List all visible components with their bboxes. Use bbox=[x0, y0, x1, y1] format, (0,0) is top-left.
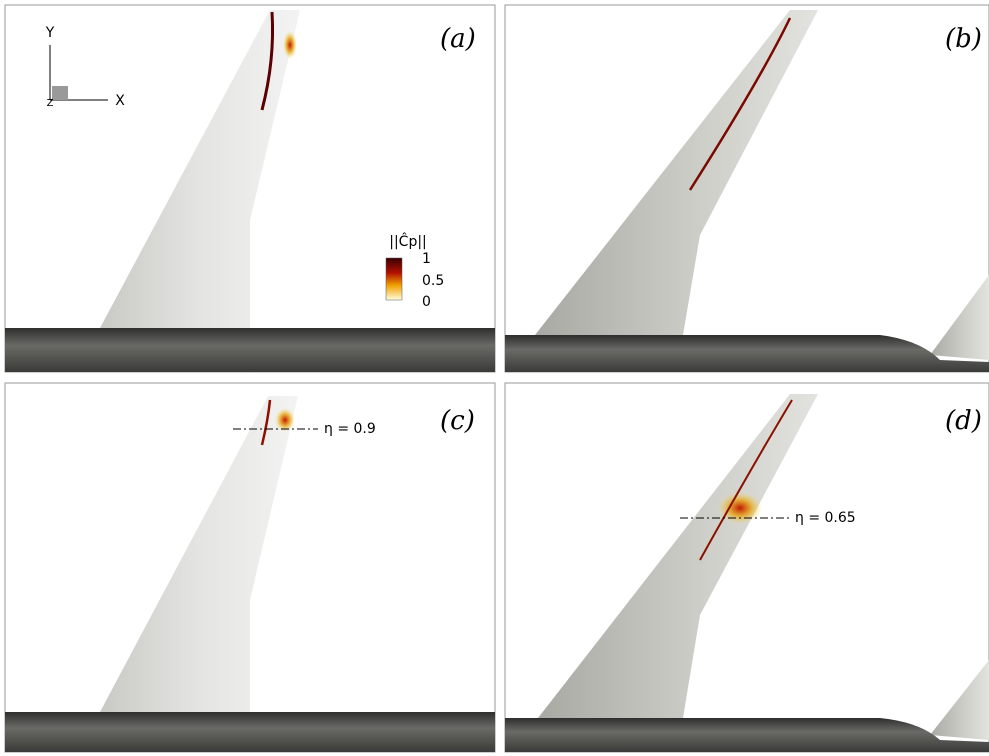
colorbar-tick: 0 bbox=[422, 294, 431, 310]
colorbar-tick: 0.5 bbox=[422, 273, 444, 289]
panel-d: η = 0.65 (d) bbox=[504, 382, 989, 753]
pressure-streak bbox=[260, 11, 275, 111]
wing bbox=[535, 10, 818, 335]
panel-label: (c) bbox=[440, 406, 475, 436]
colorbar bbox=[385, 257, 403, 301]
wing bbox=[100, 10, 300, 328]
panel-label: (a) bbox=[440, 24, 476, 54]
panel-c: η = 0.9 (c) bbox=[4, 382, 496, 753]
axis-box bbox=[52, 86, 68, 100]
panel-a: (a) Y X Z ||Ĉp|| 1 0.5 0 bbox=[4, 4, 496, 373]
wing bbox=[930, 275, 989, 360]
pressure-spot bbox=[718, 492, 762, 524]
fuselage bbox=[5, 328, 495, 372]
pressure-streak bbox=[699, 399, 793, 561]
annotation: η = 0.9 bbox=[324, 421, 376, 437]
pressure-streak bbox=[688, 17, 792, 191]
wing bbox=[100, 396, 298, 712]
fuselage bbox=[5, 712, 495, 752]
fuselage bbox=[505, 718, 989, 752]
panel-label: (d) bbox=[945, 406, 982, 436]
axis-label: X bbox=[115, 93, 125, 109]
colorbar-title: ||Ĉp|| bbox=[389, 232, 427, 250]
axis-label: Z bbox=[47, 98, 54, 109]
pressure-streak bbox=[260, 399, 272, 446]
panel-label: (b) bbox=[945, 24, 982, 54]
wing bbox=[930, 660, 989, 740]
axis-label: Y bbox=[45, 25, 55, 41]
pressure-spot bbox=[275, 408, 295, 432]
fuselage bbox=[505, 335, 989, 372]
annotation: η = 0.65 bbox=[795, 510, 856, 526]
panel-b: (b) bbox=[504, 4, 989, 373]
colorbar-tick: 1 bbox=[422, 251, 431, 267]
pressure-spot bbox=[283, 31, 297, 59]
